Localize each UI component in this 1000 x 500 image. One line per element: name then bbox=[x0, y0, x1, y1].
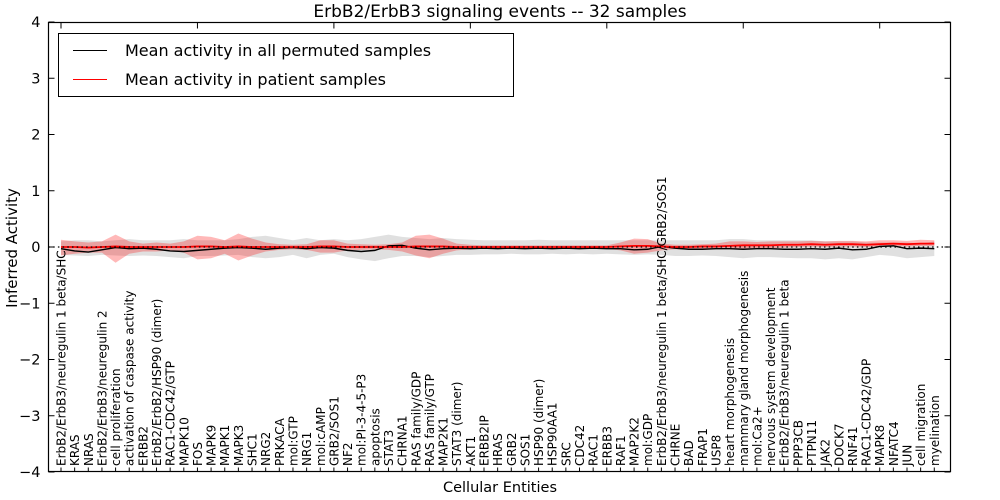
x-category-labels: ErbB2/ErbB3/neuregulin 1 beta/SHC KRAS NRA… bbox=[55, 176, 942, 467]
x-category-label: mol:Ca2+ bbox=[750, 406, 764, 466]
patient-line-swatch bbox=[73, 78, 107, 80]
x-category-label: ErbB2/ErbB3/neuregulin 1 beta/SHC bbox=[55, 250, 69, 466]
x-category-label: ERBB3 bbox=[600, 426, 614, 466]
plot-border bbox=[47, 21, 952, 473]
x-category-label: cell migration bbox=[914, 384, 928, 466]
x-category-label: JAK2 bbox=[819, 439, 833, 467]
x-category-label: STAT3 (dimer) bbox=[450, 382, 464, 466]
x-category-label: FRAP1 bbox=[696, 428, 710, 466]
x-category-label: ErbB2/ErbB3/neuregulin 2 bbox=[95, 310, 109, 466]
x-category-label: MAP2K2 bbox=[628, 417, 642, 466]
x-category-label: HSP90AA1 bbox=[546, 402, 560, 466]
x-category-label: CHRNE bbox=[669, 424, 683, 466]
x-category-label: MAPK1 bbox=[218, 425, 232, 466]
x-major-ticks-top bbox=[60, 22, 881, 29]
x-axis-label: Cellular Entities bbox=[442, 480, 558, 496]
x-minor-ticks bbox=[60, 467, 935, 472]
y-tick-labels: 4 3 2 1 0 −1 −2 −3 −4 bbox=[19, 15, 40, 481]
y-tick-label: −2 bbox=[19, 353, 40, 369]
x-category-label: mol:GTP bbox=[286, 416, 300, 466]
x-category-label: NFATC4 bbox=[887, 421, 901, 466]
x-category-label: mammary gland morphogenesis bbox=[737, 271, 751, 466]
y-tick-label: 2 bbox=[31, 128, 40, 144]
x-category-label: mol:GDP bbox=[641, 414, 655, 466]
y-tick-label: −3 bbox=[19, 409, 40, 425]
x-category-label: ERBB2IP bbox=[477, 415, 491, 466]
y-tick-label: −4 bbox=[19, 465, 40, 481]
x-category-label: HSP90 (dimer) bbox=[532, 379, 546, 466]
x-category-label: FOS bbox=[191, 442, 205, 466]
x-category-label: RAF1 bbox=[614, 435, 628, 466]
x-category-label: MAPK9 bbox=[205, 425, 219, 466]
y-tick-label: −1 bbox=[19, 296, 40, 312]
x-category-label: STAT3 bbox=[382, 430, 396, 466]
x-category-label: DOCK7 bbox=[832, 423, 846, 466]
permuted-mean-line bbox=[60, 244, 935, 253]
x-category-label: AKT1 bbox=[464, 436, 478, 466]
patient-mean-line bbox=[61, 242, 935, 249]
legend: Mean activity in all permuted samples Me… bbox=[58, 33, 514, 97]
chart-title: ErbB2/ErbB3 signaling events -- 32 sampl… bbox=[313, 2, 687, 22]
x-category-label: RAS family/GDP bbox=[409, 372, 423, 466]
x-category-label: NRG2 bbox=[259, 432, 273, 466]
x-category-label: ErbB2/ErbB3/neuregulin 1 beta/SHC/GRB2/S… bbox=[655, 176, 669, 466]
x-category-label: ErbB2/ErbB3/neuregulin 1 beta bbox=[778, 279, 792, 466]
x-category-label: HRAS bbox=[491, 433, 505, 466]
y-tick-label: 3 bbox=[31, 71, 40, 87]
x-category-label: RAC1 bbox=[587, 434, 601, 466]
x-category-label: SHC1 bbox=[246, 433, 260, 466]
x-category-label: ErbB2/ErbB2/HSP90 (dimer) bbox=[150, 299, 164, 466]
x-category-label: NRG1 bbox=[300, 432, 314, 466]
x-category-label: GRB2 bbox=[505, 432, 519, 466]
x-category-label: RAC1-CDC42/GTP bbox=[164, 361, 178, 466]
x-category-label: MAP2K1 bbox=[437, 417, 451, 466]
x-category-label: PPP3CB bbox=[791, 420, 805, 466]
x-category-label: myelination bbox=[928, 395, 942, 466]
x-category-label: PTPN11 bbox=[805, 420, 819, 466]
x-category-label: RAS family/GTP bbox=[423, 374, 437, 466]
x-category-label: SOS1 bbox=[518, 434, 532, 466]
x-category-label: JUN bbox=[900, 445, 914, 467]
y-tick-label: 0 bbox=[31, 240, 40, 256]
x-category-label: cell proliferation bbox=[109, 368, 123, 466]
x-category-label: USP8 bbox=[709, 435, 723, 466]
legend-entry-permuted: Mean activity in all permuted samples bbox=[59, 37, 513, 65]
x-category-label: PRKACA bbox=[273, 417, 287, 466]
x-category-label: apoptosis bbox=[368, 408, 382, 466]
x-category-label: mol:PI-3-4-5-P3 bbox=[355, 374, 369, 466]
x-category-label: CDC42 bbox=[573, 425, 587, 466]
x-category-label: RAC1-CDC42/GDP bbox=[860, 359, 874, 466]
x-category-label: BAD bbox=[682, 440, 696, 466]
x-category-label: ERBB2 bbox=[136, 426, 150, 466]
x-category-label: MAPK10 bbox=[177, 417, 191, 466]
y-tick-label: 1 bbox=[31, 184, 40, 200]
y-tick-label: 4 bbox=[31, 15, 40, 31]
x-category-label: nervous system development bbox=[764, 287, 778, 466]
legend-label-patient: Mean activity in patient samples bbox=[125, 69, 386, 89]
permuted-line-swatch bbox=[73, 50, 107, 52]
x-category-label: SRC bbox=[559, 442, 573, 466]
x-category-label: RNF41 bbox=[846, 427, 860, 467]
x-category-label: GRB2/SOS1 bbox=[327, 396, 341, 466]
legend-label-permuted: Mean activity in all permuted samples bbox=[125, 41, 432, 61]
x-category-label: MAPK3 bbox=[232, 425, 246, 466]
x-category-label: activation of caspase activity bbox=[123, 291, 137, 466]
x-category-label: KRAS bbox=[68, 434, 82, 466]
legend-entry-patient: Mean activity in patient samples bbox=[59, 65, 513, 93]
x-category-label: heart morphogenesis bbox=[723, 338, 737, 466]
x-category-label: NF2 bbox=[341, 442, 355, 466]
x-category-label: CHRNA1 bbox=[396, 415, 410, 466]
x-category-label: MAPK8 bbox=[873, 425, 887, 466]
x-category-label: NRAS bbox=[82, 433, 96, 466]
x-category-label: mol:cAMP bbox=[314, 407, 328, 466]
